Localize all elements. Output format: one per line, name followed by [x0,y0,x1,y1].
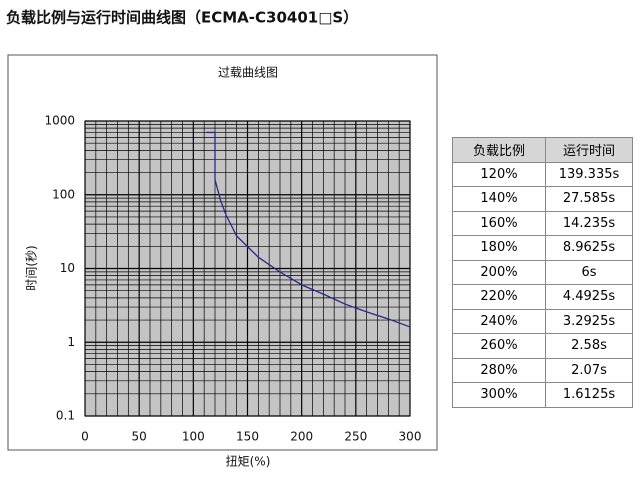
table-cell: 140% [452,186,546,212]
table-cell: 139.335s [545,161,633,187]
table-cell: 2.07s [545,357,633,383]
chart-title: 过载曲线图 [218,66,278,80]
table-cell: 280% [452,357,546,383]
table-row: 负载比例 运行时间 [452,137,633,163]
table-cell: 负载比例 [452,137,546,163]
x-tick-label: 300 [399,430,422,444]
table-cell: 2.58s [545,333,633,359]
table-cell: 4.4925s [545,284,633,310]
table-cell: 8.9625s [545,235,633,261]
y-tick-label: 0.1 [56,409,75,423]
table-row: 220% 4.4925s [452,284,633,310]
data-table: 负载比例 运行时间 120% 139.335s 140% 27.585s 160% 14.23… [452,137,633,408]
data-line [206,131,411,328]
x-tick-label: 100 [182,430,205,444]
table-cell: 240% [452,308,546,334]
table-row: 120% 139.335s [452,161,633,187]
table-cell: 3.2925s [545,308,633,334]
table-row: 180% 8.9625s [452,235,633,261]
table-cell: 300% [452,382,546,408]
table-cell: 120% [452,161,546,187]
table-row: 260% 2.58s [452,333,633,359]
table-cell: 14.235s [545,210,633,236]
table-cell: 27.585s [545,186,633,212]
table-row: 160% 14.235s [452,210,633,236]
table-cell: 200% [452,259,546,285]
table-cell: 220% [452,284,546,310]
x-axis-label: 扭矩(%) [226,455,271,469]
y-axis-label: 时间(秒) [25,245,39,290]
x-tick-label: 200 [290,430,313,444]
table-cell: 160% [452,210,546,236]
table-row: 280% 2.07s [452,357,633,383]
page-title: 负载比例与运行时间曲线图（ECMA-C30401□S） [6,9,358,27]
y-tick-label: 10 [60,261,75,275]
y-tick-label: 1 [67,335,75,349]
x-tick-label: 150 [236,430,259,444]
table-row: 300% 1.6125s [452,382,633,408]
x-tick-label: 0 [81,430,89,444]
table-cell: 6s [545,259,633,285]
table-row: 140% 27.585s [452,186,633,212]
table-cell: 运行时间 [545,137,633,163]
table-cell: 180% [452,235,546,261]
table-cell: 260% [452,333,546,359]
table-row: 240% 3.2925s [452,308,633,334]
x-tick-label: 50 [132,430,147,444]
table-row: 200% 6s [452,259,633,285]
y-tick-label: 100 [52,187,75,201]
y-tick-label: 1000 [44,114,75,128]
x-tick-label: 250 [344,430,367,444]
table-cell: 1.6125s [545,382,633,408]
